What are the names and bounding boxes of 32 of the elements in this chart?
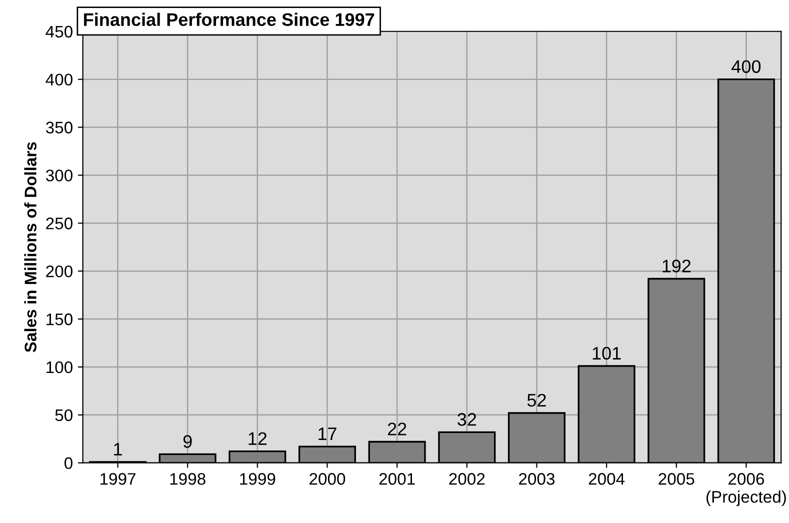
data-label: 192 (662, 260, 691, 272)
x-tick-label: 1999 (240, 473, 276, 485)
data-label: 32 (458, 413, 476, 426)
data-label: 101 (592, 346, 621, 360)
data-label: 17 (318, 428, 336, 440)
x-tick-label: 2005 (658, 473, 694, 485)
data-label: 9 (183, 435, 192, 448)
x-tick-label: 1998 (170, 473, 206, 485)
x-tick-label: 2003 (519, 473, 555, 485)
x-tick-label: 1997 (100, 473, 136, 485)
data-label: 52 (527, 394, 546, 407)
y-tick-label: 400 (46, 74, 72, 86)
y-tick-label: 50 (55, 409, 72, 422)
y-tick-label: 100 (46, 361, 72, 374)
chart-title: Financial Performance Since 1997 (84, 12, 374, 26)
x-tick-label: 2000 (310, 473, 346, 485)
x-tick-label: 2001 (379, 473, 415, 485)
y-tick-label: 150 (46, 313, 72, 326)
y-tick-label: 300 (46, 170, 72, 182)
data-label: 12 (248, 432, 267, 445)
x-tick-label: 2002 (449, 473, 485, 485)
data-label: 400 (732, 60, 761, 73)
y-tick-label: 450 (46, 26, 72, 38)
y-tick-label: 250 (46, 218, 72, 230)
x-tick-label: 2004 (588, 473, 625, 485)
y-tick-label: 350 (46, 122, 72, 134)
x-tick-label: 2006 (Projected) (706, 473, 786, 506)
y-tick-label: 0 (64, 457, 72, 470)
data-label: 22 (388, 422, 406, 436)
data-label: 1 (114, 442, 122, 456)
y-axis-title: Sales in Millions of Dollars (24, 142, 36, 352)
y-tick-label: 200 (46, 265, 72, 278)
